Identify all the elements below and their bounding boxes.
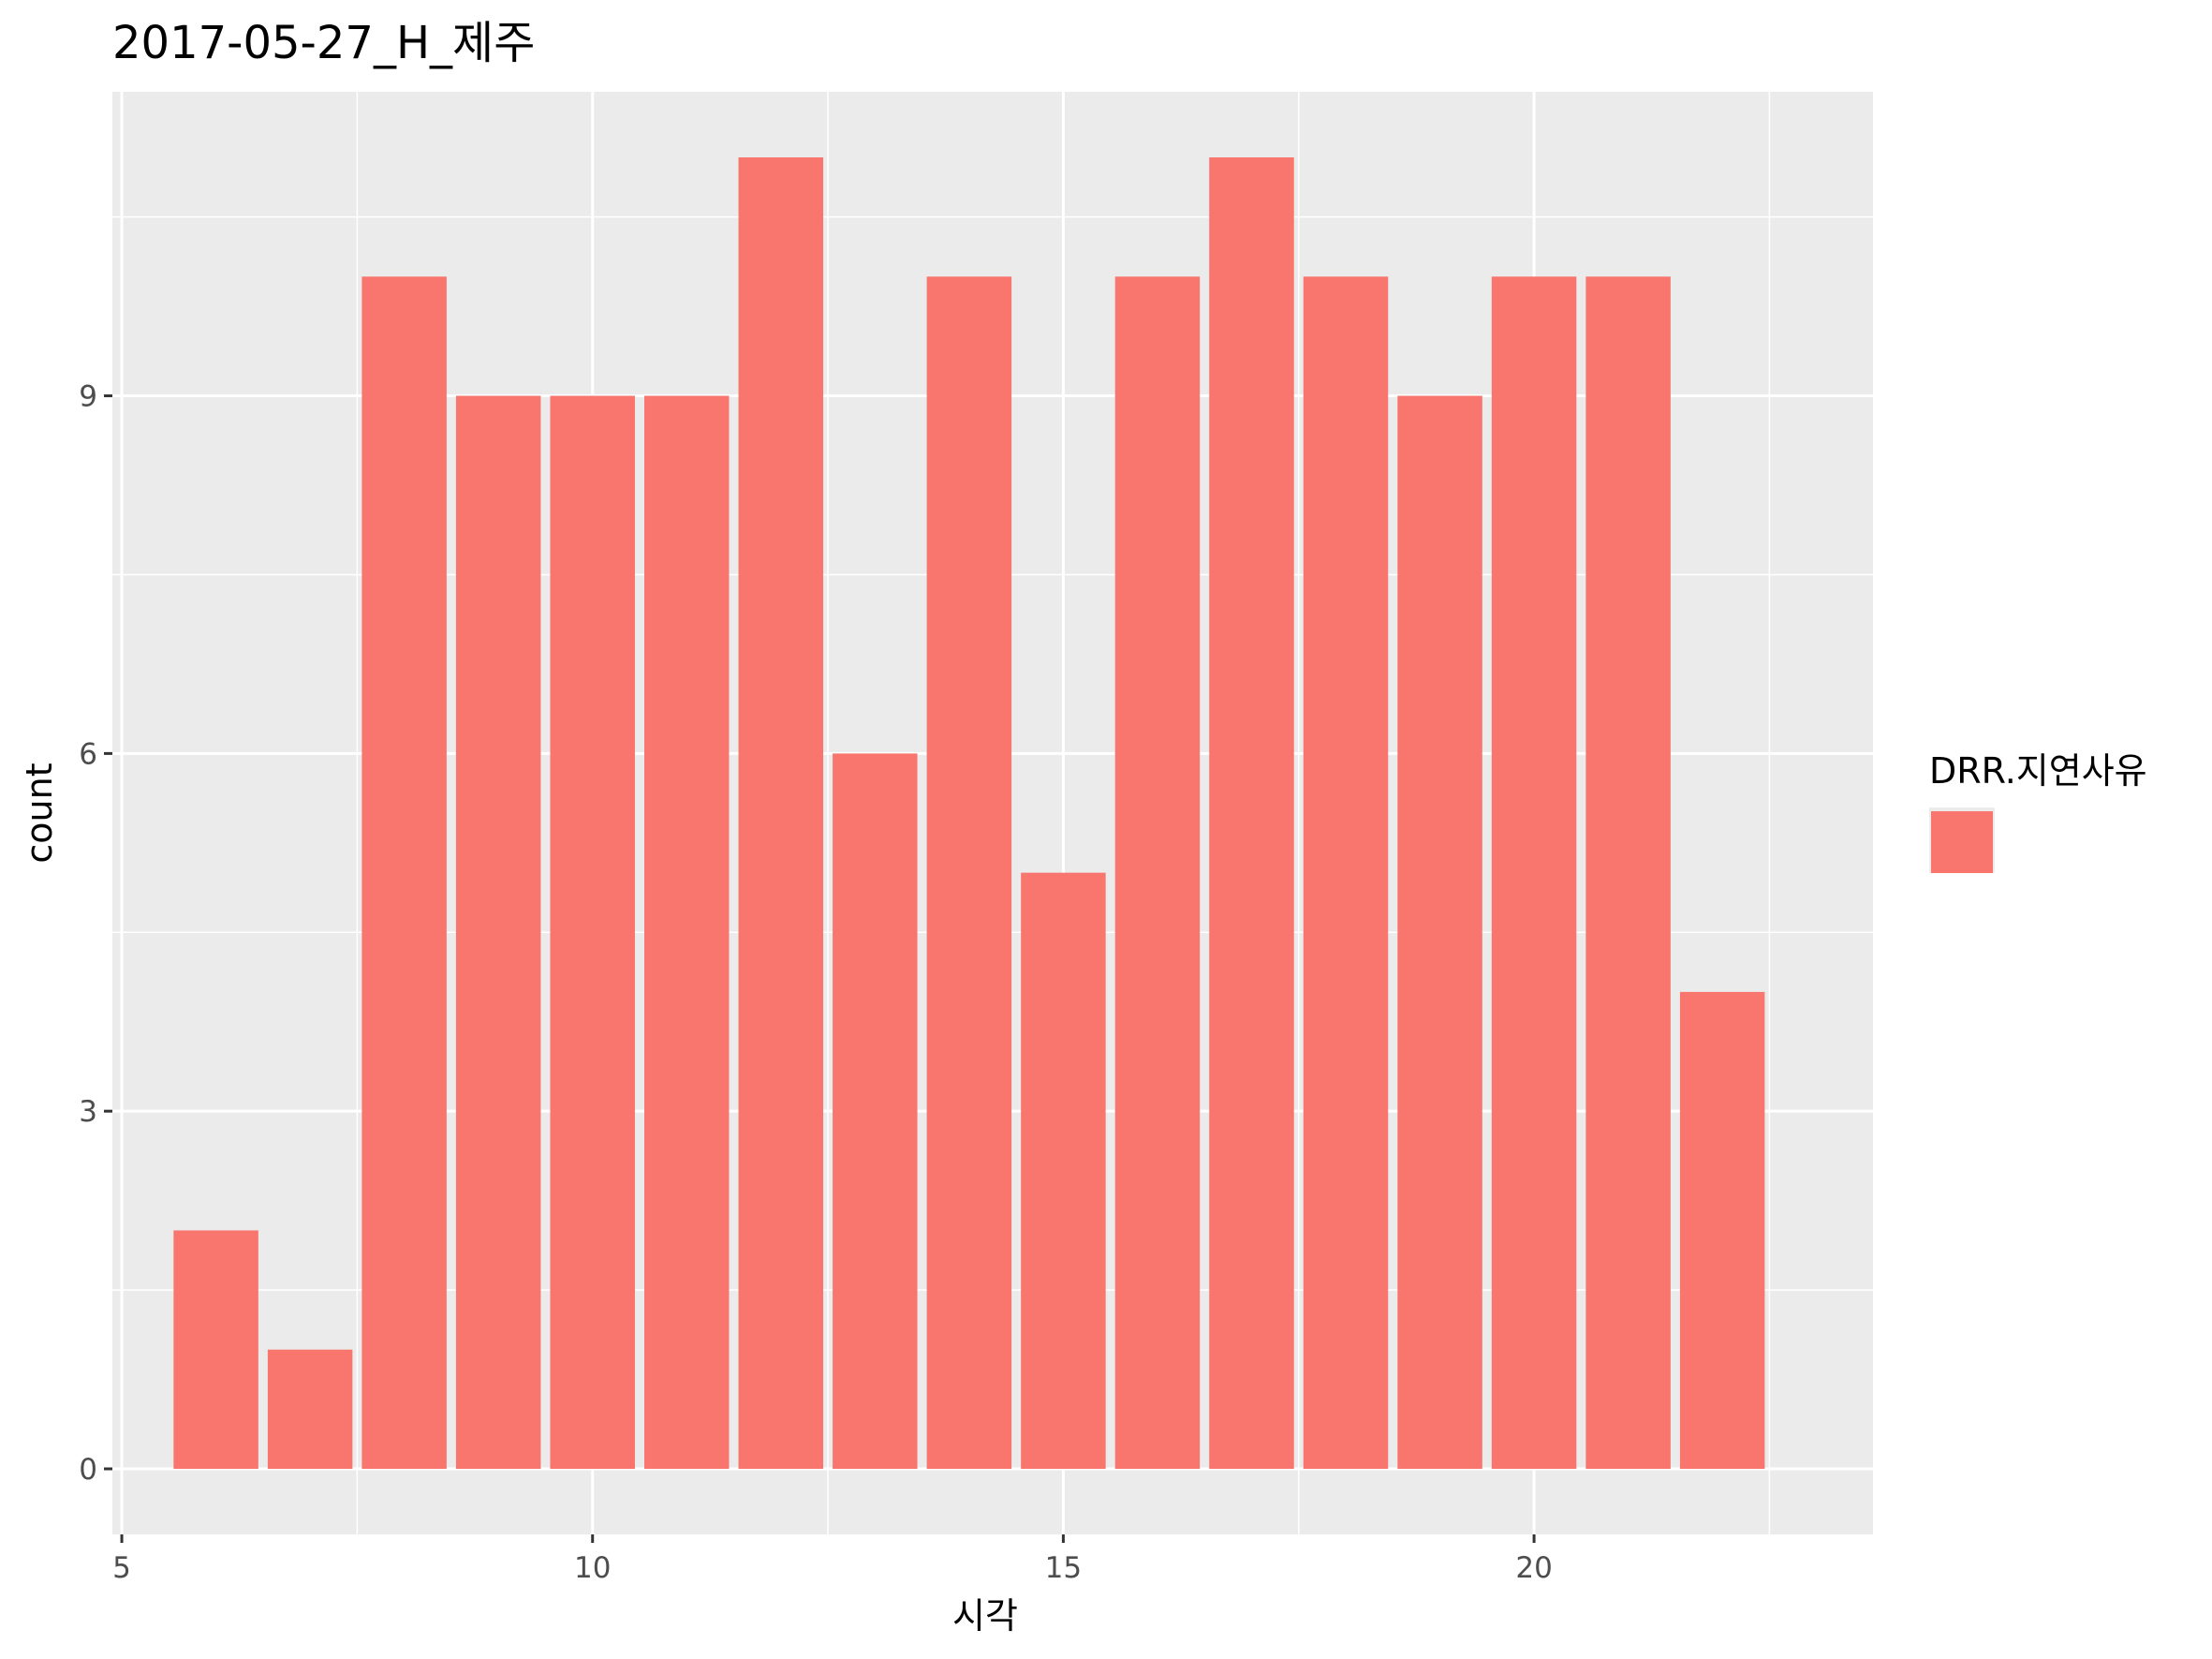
bar <box>455 395 541 1470</box>
chart-title: 2017-05-27_H_제주 <box>112 17 535 69</box>
y-tick-label: 3 <box>79 1095 97 1129</box>
bar <box>1397 395 1482 1470</box>
bar <box>1491 276 1577 1470</box>
bar <box>267 1349 353 1469</box>
x-tick-label: 5 <box>112 1551 131 1585</box>
bar <box>361 276 447 1470</box>
bar <box>550 395 635 1470</box>
legend-swatch <box>1931 811 1993 873</box>
bar <box>1209 157 1294 1469</box>
bar <box>1585 276 1671 1470</box>
bar <box>1114 276 1201 1470</box>
bar <box>833 753 918 1469</box>
x-tick-label: 10 <box>574 1551 611 1585</box>
legend-title: DRR.지연사유 <box>1929 750 2147 792</box>
bar <box>1021 872 1106 1469</box>
bar <box>644 395 730 1470</box>
bar <box>1679 991 1765 1469</box>
y-tick-label: 0 <box>79 1453 97 1487</box>
bar <box>173 1230 258 1469</box>
bar <box>1303 276 1389 1470</box>
bar <box>738 157 824 1469</box>
y-tick-label: 6 <box>79 737 97 771</box>
bar-series <box>173 157 1765 1470</box>
x-axis: 5 10 15 20 <box>112 1534 1553 1585</box>
y-axis: 0 3 6 9 <box>79 380 112 1487</box>
y-tick-label: 9 <box>79 380 97 414</box>
x-tick-label: 15 <box>1045 1551 1082 1585</box>
bar <box>926 276 1012 1470</box>
x-tick-label: 20 <box>1515 1551 1552 1585</box>
legend: DRR.지연사유 <box>1929 750 2147 873</box>
x-axis-title: 시각 <box>952 1595 1018 1637</box>
y-axis-title: count <box>19 763 60 863</box>
